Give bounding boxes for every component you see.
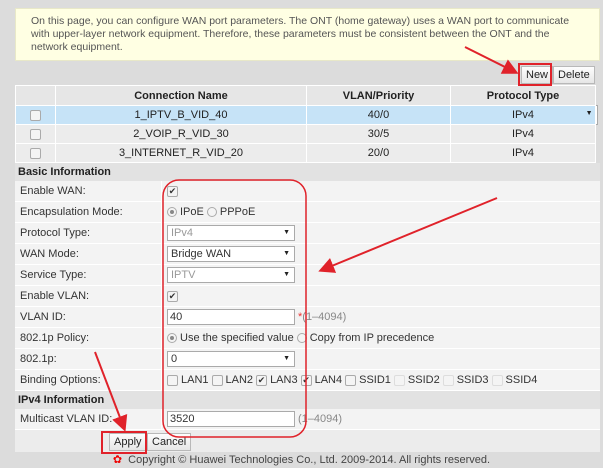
ssid3-label: SSID3 [456, 374, 489, 386]
connection-name: 1_IPTV_B_VID_40 [55, 105, 307, 125]
ssid1-checkbox[interactable] [345, 374, 357, 386]
specified-value-label: Use the specified value [180, 332, 294, 344]
lan2-checkbox[interactable] [211, 374, 223, 386]
protocol-type: IPv4 [449, 105, 597, 125]
vlan-priority: 40/0 [306, 105, 451, 125]
binding-label: Binding Options: [15, 370, 162, 390]
vlan-priority: 20/0 [306, 143, 451, 163]
table-row[interactable]: 2_VOIP_R_VID_30 30/5 IPv4 [15, 124, 598, 144]
apply-button[interactable]: Apply [109, 433, 147, 451]
ssid4-label: SSID4 [505, 374, 538, 386]
service-type-label: Service Type: [15, 265, 162, 285]
pppoe-radio[interactable] [206, 207, 217, 217]
connection-table: Connection Name VLAN/Priority Protocol T… [15, 85, 598, 163]
ssid3-checkbox[interactable] [442, 374, 454, 386]
ipv4-info-heading: IPv4 Information [15, 391, 600, 409]
new-button[interactable]: New [521, 66, 554, 84]
encap-label: Encapsulation Mode: [15, 202, 162, 222]
protocol-type: IPv4 [449, 124, 597, 144]
header-protocol-type: Protocol Type [449, 85, 597, 106]
wan-mode-select[interactable]: Bridge WAN [167, 246, 295, 262]
cancel-button[interactable]: Cancel [147, 433, 192, 451]
vlan-id-range: (1–4094) [302, 311, 347, 323]
delete-button[interactable]: Delete [553, 66, 595, 84]
multicast-vlan-label: Multicast VLAN ID: [15, 409, 162, 429]
lan2-label: LAN2 [225, 374, 254, 386]
table-row[interactable]: 1_IPTV_B_VID_40 40/0 IPv4 [15, 105, 598, 125]
service-type-select[interactable]: IPTV [167, 267, 295, 283]
basic-info-heading: Basic Information [15, 163, 600, 181]
header-vlan-priority: VLAN/Priority [306, 85, 451, 106]
wan-form: Basic Information Enable WAN: Encapsulat… [15, 163, 600, 452]
policy-label: 802.1p Policy: [15, 328, 162, 348]
ipoe-radio[interactable] [167, 207, 177, 217]
vlan-priority: 30/5 [306, 124, 451, 144]
ipoe-label: IPoE [180, 206, 204, 218]
ssid2-label: SSID2 [407, 374, 440, 386]
pppoe-label: PPPoE [219, 206, 256, 218]
lan4-checkbox[interactable] [300, 374, 312, 386]
row-checkbox[interactable] [30, 128, 41, 140]
protocol-label: Protocol Type: [15, 223, 162, 243]
connection-name: 3_INTERNET_R_VID_20 [55, 143, 307, 163]
table-row[interactable]: 3_INTERNET_R_VID_20 20/0 IPv4 [15, 143, 598, 163]
wan-mode-label: WAN Mode: [15, 244, 162, 264]
p8021-select[interactable]: 0 [167, 351, 295, 367]
lan3-checkbox[interactable] [256, 374, 268, 386]
select-header [15, 85, 56, 106]
ssid4-checkbox[interactable] [491, 374, 503, 386]
p8021-label: 802.1p: [15, 349, 162, 369]
vlan-id-input[interactable]: 40 [167, 309, 295, 325]
ssid2-checkbox[interactable] [393, 374, 405, 386]
footer: ✿ Copyright © Huawei Technologies Co., Lt… [0, 452, 603, 468]
lan3-label: LAN3 [270, 374, 298, 386]
row-checkbox[interactable] [30, 147, 41, 159]
lan4-label: LAN4 [314, 374, 343, 386]
ssid1-label: SSID1 [359, 374, 391, 386]
specified-value-radio[interactable] [167, 333, 177, 343]
huawei-logo-icon: ✿ [112, 454, 123, 466]
connection-name: 2_VOIP_R_VID_30 [55, 124, 307, 144]
protocol-type-select[interactable]: IPv4 [167, 225, 295, 241]
enable-wan-label: Enable WAN: [15, 181, 162, 201]
header-connection-name: Connection Name [55, 85, 307, 106]
multicast-vlan-input[interactable]: 3520 [167, 411, 295, 427]
copyright-text: Copyright © Huawei Technologies Co., Ltd… [128, 454, 491, 466]
copy-precedence-label: Copy from IP precedence [309, 332, 435, 344]
lan1-checkbox[interactable] [167, 374, 178, 386]
notice-text: On this page, you can configure WAN port… [15, 8, 600, 61]
copy-precedence-radio[interactable] [296, 333, 307, 343]
enable-vlan-label: Enable VLAN: [15, 286, 162, 306]
multicast-range: (1–4094) [298, 413, 343, 425]
row-checkbox[interactable] [30, 109, 41, 121]
enable-wan-checkbox[interactable] [167, 185, 178, 197]
enable-vlan-checkbox[interactable] [167, 290, 178, 302]
vlan-id-label: VLAN ID: [15, 307, 162, 327]
lan1-label: LAN1 [181, 374, 209, 386]
protocol-type: IPv4 [449, 143, 597, 163]
